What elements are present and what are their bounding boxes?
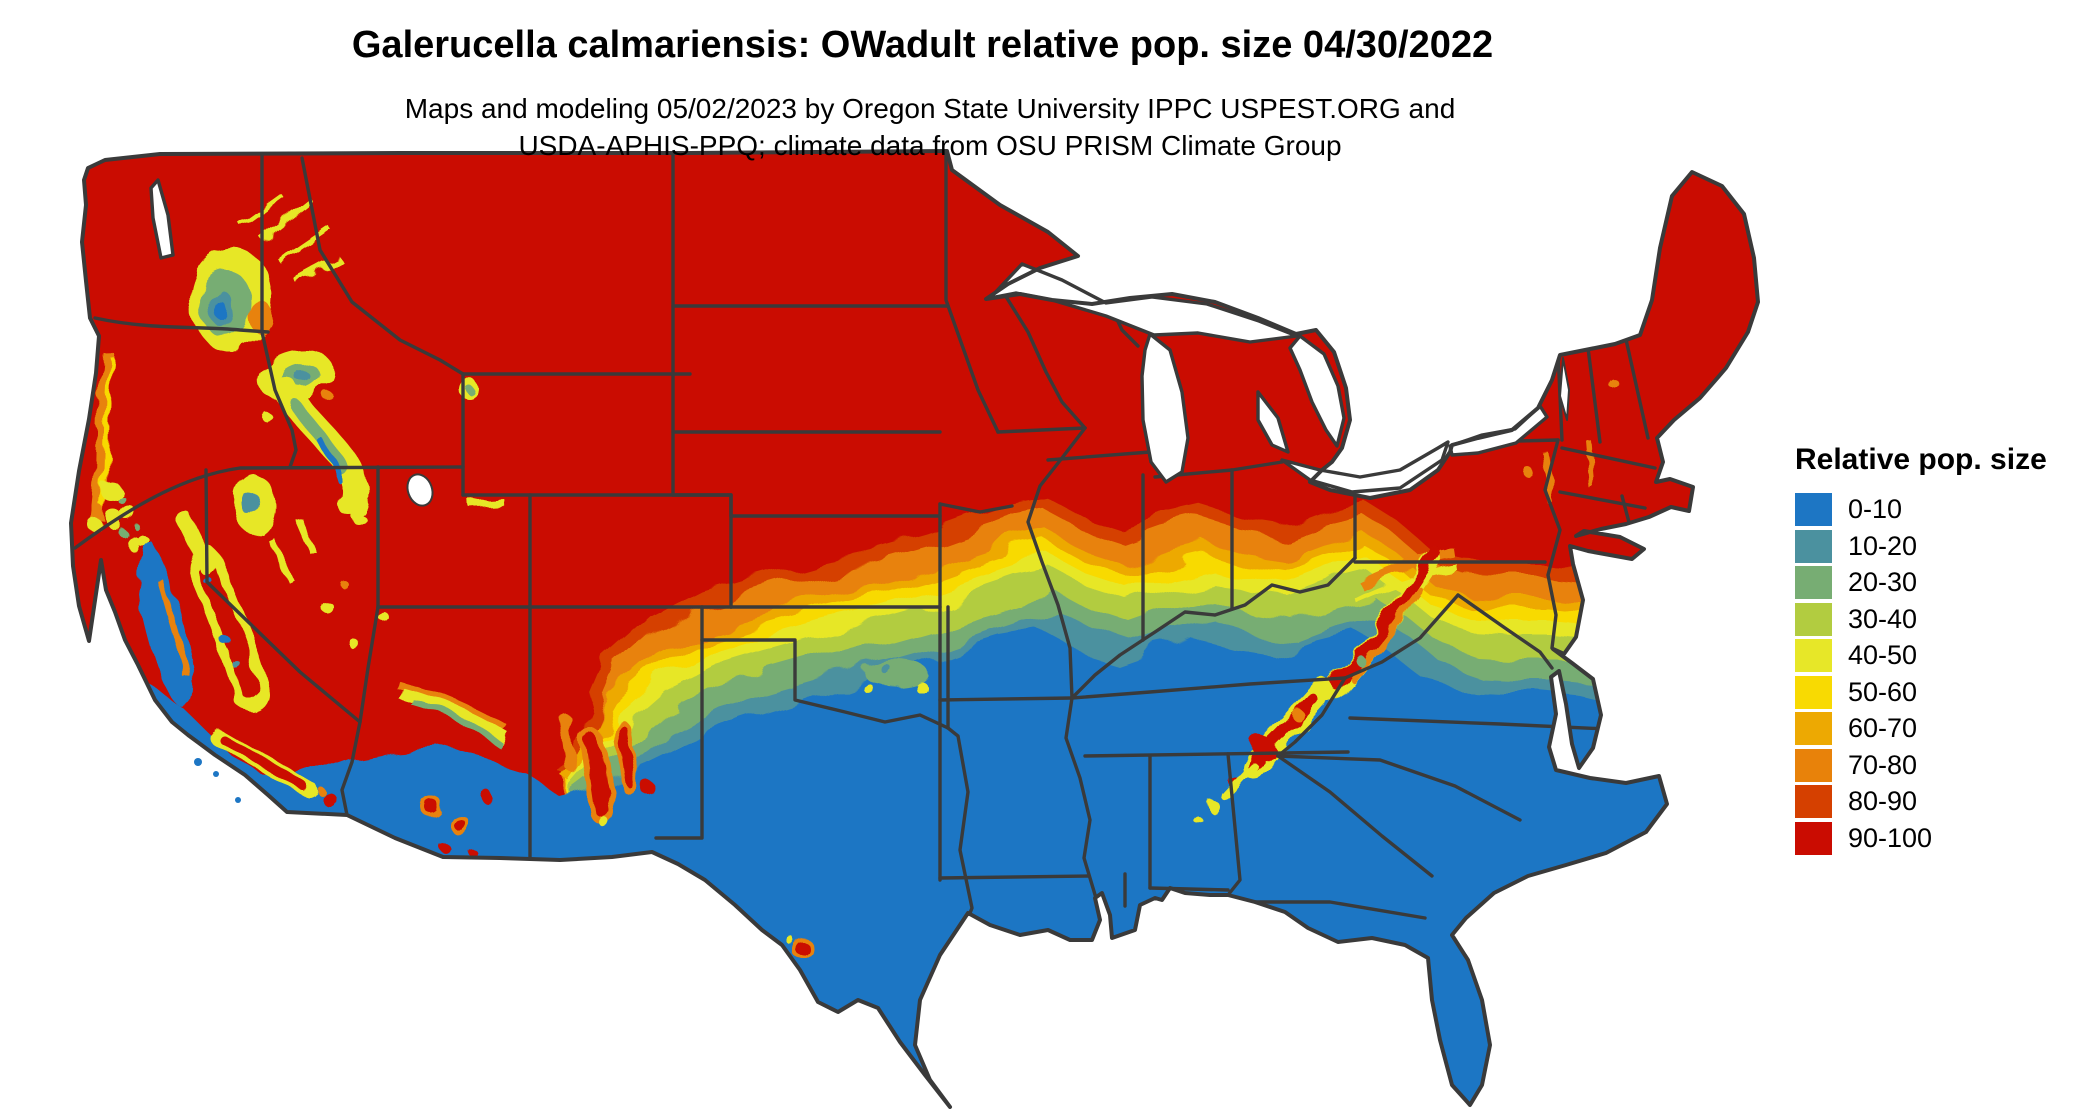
legend-swatch <box>1795 493 1832 526</box>
map-subtitle: Maps and modeling 05/02/2023 by Oregon S… <box>0 90 1860 164</box>
legend: Relative pop. size 0-10 10-20 20-30 30-4… <box>1795 443 2047 858</box>
legend-label: 80-90 <box>1848 786 1918 816</box>
legend-row: 20-30 <box>1795 566 2047 599</box>
legend-label: 90-100 <box>1848 822 1933 853</box>
legend-label: 50-60 <box>1848 676 1918 707</box>
legend-swatch <box>1795 602 1832 636</box>
state-borders <box>73 151 1657 940</box>
legend-row: 10-20 <box>1795 529 2047 563</box>
legend-row: 70-80 <box>1795 748 2047 782</box>
legend-label: 0-10 <box>1848 494 1903 524</box>
legend-row: 0-10 <box>1795 493 2047 526</box>
legend-swatch <box>1795 566 1832 599</box>
map-subtitle-line1: Maps and modeling 05/02/2023 by Oregon S… <box>404 93 1456 124</box>
legend-row: 50-60 <box>1795 675 2047 709</box>
legend-swatch <box>1795 821 1832 855</box>
raster-fill-layer <box>71 151 1758 1107</box>
us-outline <box>69 149 1760 1109</box>
legend-label: 30-40 <box>1848 603 1918 634</box>
legend-swatch <box>1795 639 1832 672</box>
map-subtitle-line2: USDA-APHIS-PPQ; climate data from OSU PR… <box>518 130 1342 161</box>
legend-label: 20-30 <box>1848 567 1918 597</box>
legend-label: 10-20 <box>1848 530 1918 561</box>
legend-swatch <box>1795 675 1832 709</box>
channel-islands <box>194 758 241 803</box>
legend-label: 40-50 <box>1848 640 1918 670</box>
legend-row: 40-50 <box>1795 639 2047 672</box>
legend-label: 60-70 <box>1848 713 1918 743</box>
legend-row: 60-70 <box>1795 712 2047 745</box>
legend-swatch <box>1795 748 1832 782</box>
legend-swatch <box>1795 785 1832 818</box>
map-title: Galerucella calmariensis: OWadult relati… <box>351 24 1494 66</box>
great-lakes <box>149 178 1570 507</box>
legend-title: Relative pop. size <box>1795 443 2047 476</box>
legend-label: 70-80 <box>1848 749 1918 780</box>
legend-swatch <box>1795 529 1832 563</box>
legend-row: 90-100 <box>1795 821 2047 855</box>
legend-row: 80-90 <box>1795 785 2047 818</box>
legend-swatch <box>1795 712 1832 745</box>
legend-row: 30-40 <box>1795 602 2047 636</box>
